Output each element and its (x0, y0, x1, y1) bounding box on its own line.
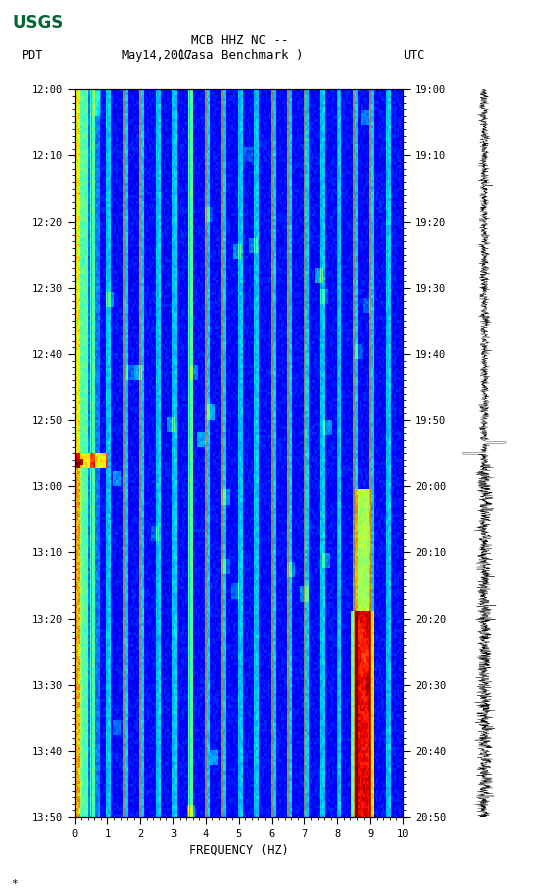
Text: PDT: PDT (22, 49, 44, 63)
Text: *: * (11, 879, 18, 889)
Text: UTC: UTC (403, 49, 424, 63)
Text: May14,2017: May14,2017 (121, 49, 193, 63)
Text: (Casa Benchmark ): (Casa Benchmark ) (177, 49, 304, 63)
X-axis label: FREQUENCY (HZ): FREQUENCY (HZ) (189, 843, 289, 856)
Text: USGS: USGS (12, 13, 63, 32)
Text: MCB HHZ NC --: MCB HHZ NC -- (192, 34, 289, 47)
